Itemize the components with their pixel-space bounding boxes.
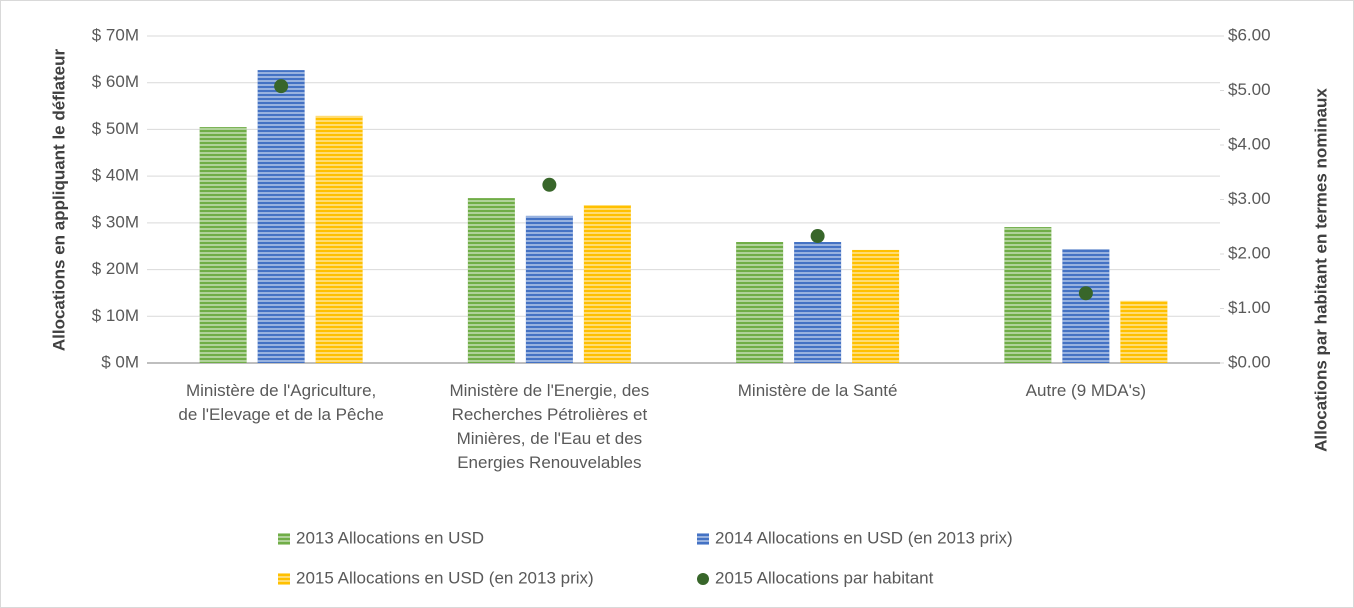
bar-stripes [736,242,784,363]
bar-stripes [467,198,515,363]
y-tick-label: $ 10M [92,306,139,325]
y2-tick-label: $5.00 [1228,80,1271,99]
legend-swatch-stripes [278,533,290,545]
y-tick-label: $ 20M [92,259,139,278]
dot [1078,286,1093,301]
y-tick-label: $ 0M [101,352,139,371]
legend-label: 2014 Allocations en USD (en 2013 prix) [715,528,1013,547]
x-tick-label: Autre (9 MDA's) [1026,381,1146,400]
x-tick-label: Ministère de l'Agriculture, de l'Elevage … [178,381,384,424]
legend-label: 2013 Allocations en USD [296,528,484,547]
x-tick-label: Ministère de l'Energie, des Recherches Pé… [449,381,649,472]
dot [542,177,557,192]
bar-stripes [1062,249,1110,363]
bar-stripes [1004,227,1052,363]
y-axis-title: Allocations en appliquant le déflateur [49,48,68,351]
y2-axis-title: Allocations par habitant en termes nomin… [1311,88,1330,452]
dot [810,229,825,244]
y2-tick-label: $1.00 [1228,298,1271,317]
y2-tick-label: $0.00 [1228,352,1271,371]
y-tick-label: $ 60M [92,72,139,91]
y-tick-label: $ 40M [92,166,139,185]
bar-stripes [257,70,305,363]
bar-stripes [199,127,247,363]
y2-tick-label: $4.00 [1228,134,1271,153]
y2-tick-label: $3.00 [1228,189,1271,208]
bar-stripes [315,115,363,363]
legend-label: 2015 Allocations par habitant [715,568,934,587]
legend-label: 2015 Allocations en USD (en 2013 prix) [296,568,594,587]
bar-stripes [1120,300,1168,363]
legend-swatch-stripes [278,573,290,585]
legend-swatch-stripes [697,533,709,545]
bar-stripes [583,205,631,363]
dot [274,79,289,94]
legend-swatch [697,573,709,585]
y-tick-label: $ 70M [92,25,139,44]
y2-tick-label: $2.00 [1228,243,1271,262]
bar-stripes [525,215,573,363]
y-tick-label: $ 30M [92,212,139,231]
y2-tick-label: $6.00 [1228,25,1271,44]
y-tick-label: $ 50M [92,119,139,138]
x-tick-label: Ministère de la Santé [738,381,898,400]
bar-stripes [794,242,842,363]
bar-stripes [852,249,900,363]
